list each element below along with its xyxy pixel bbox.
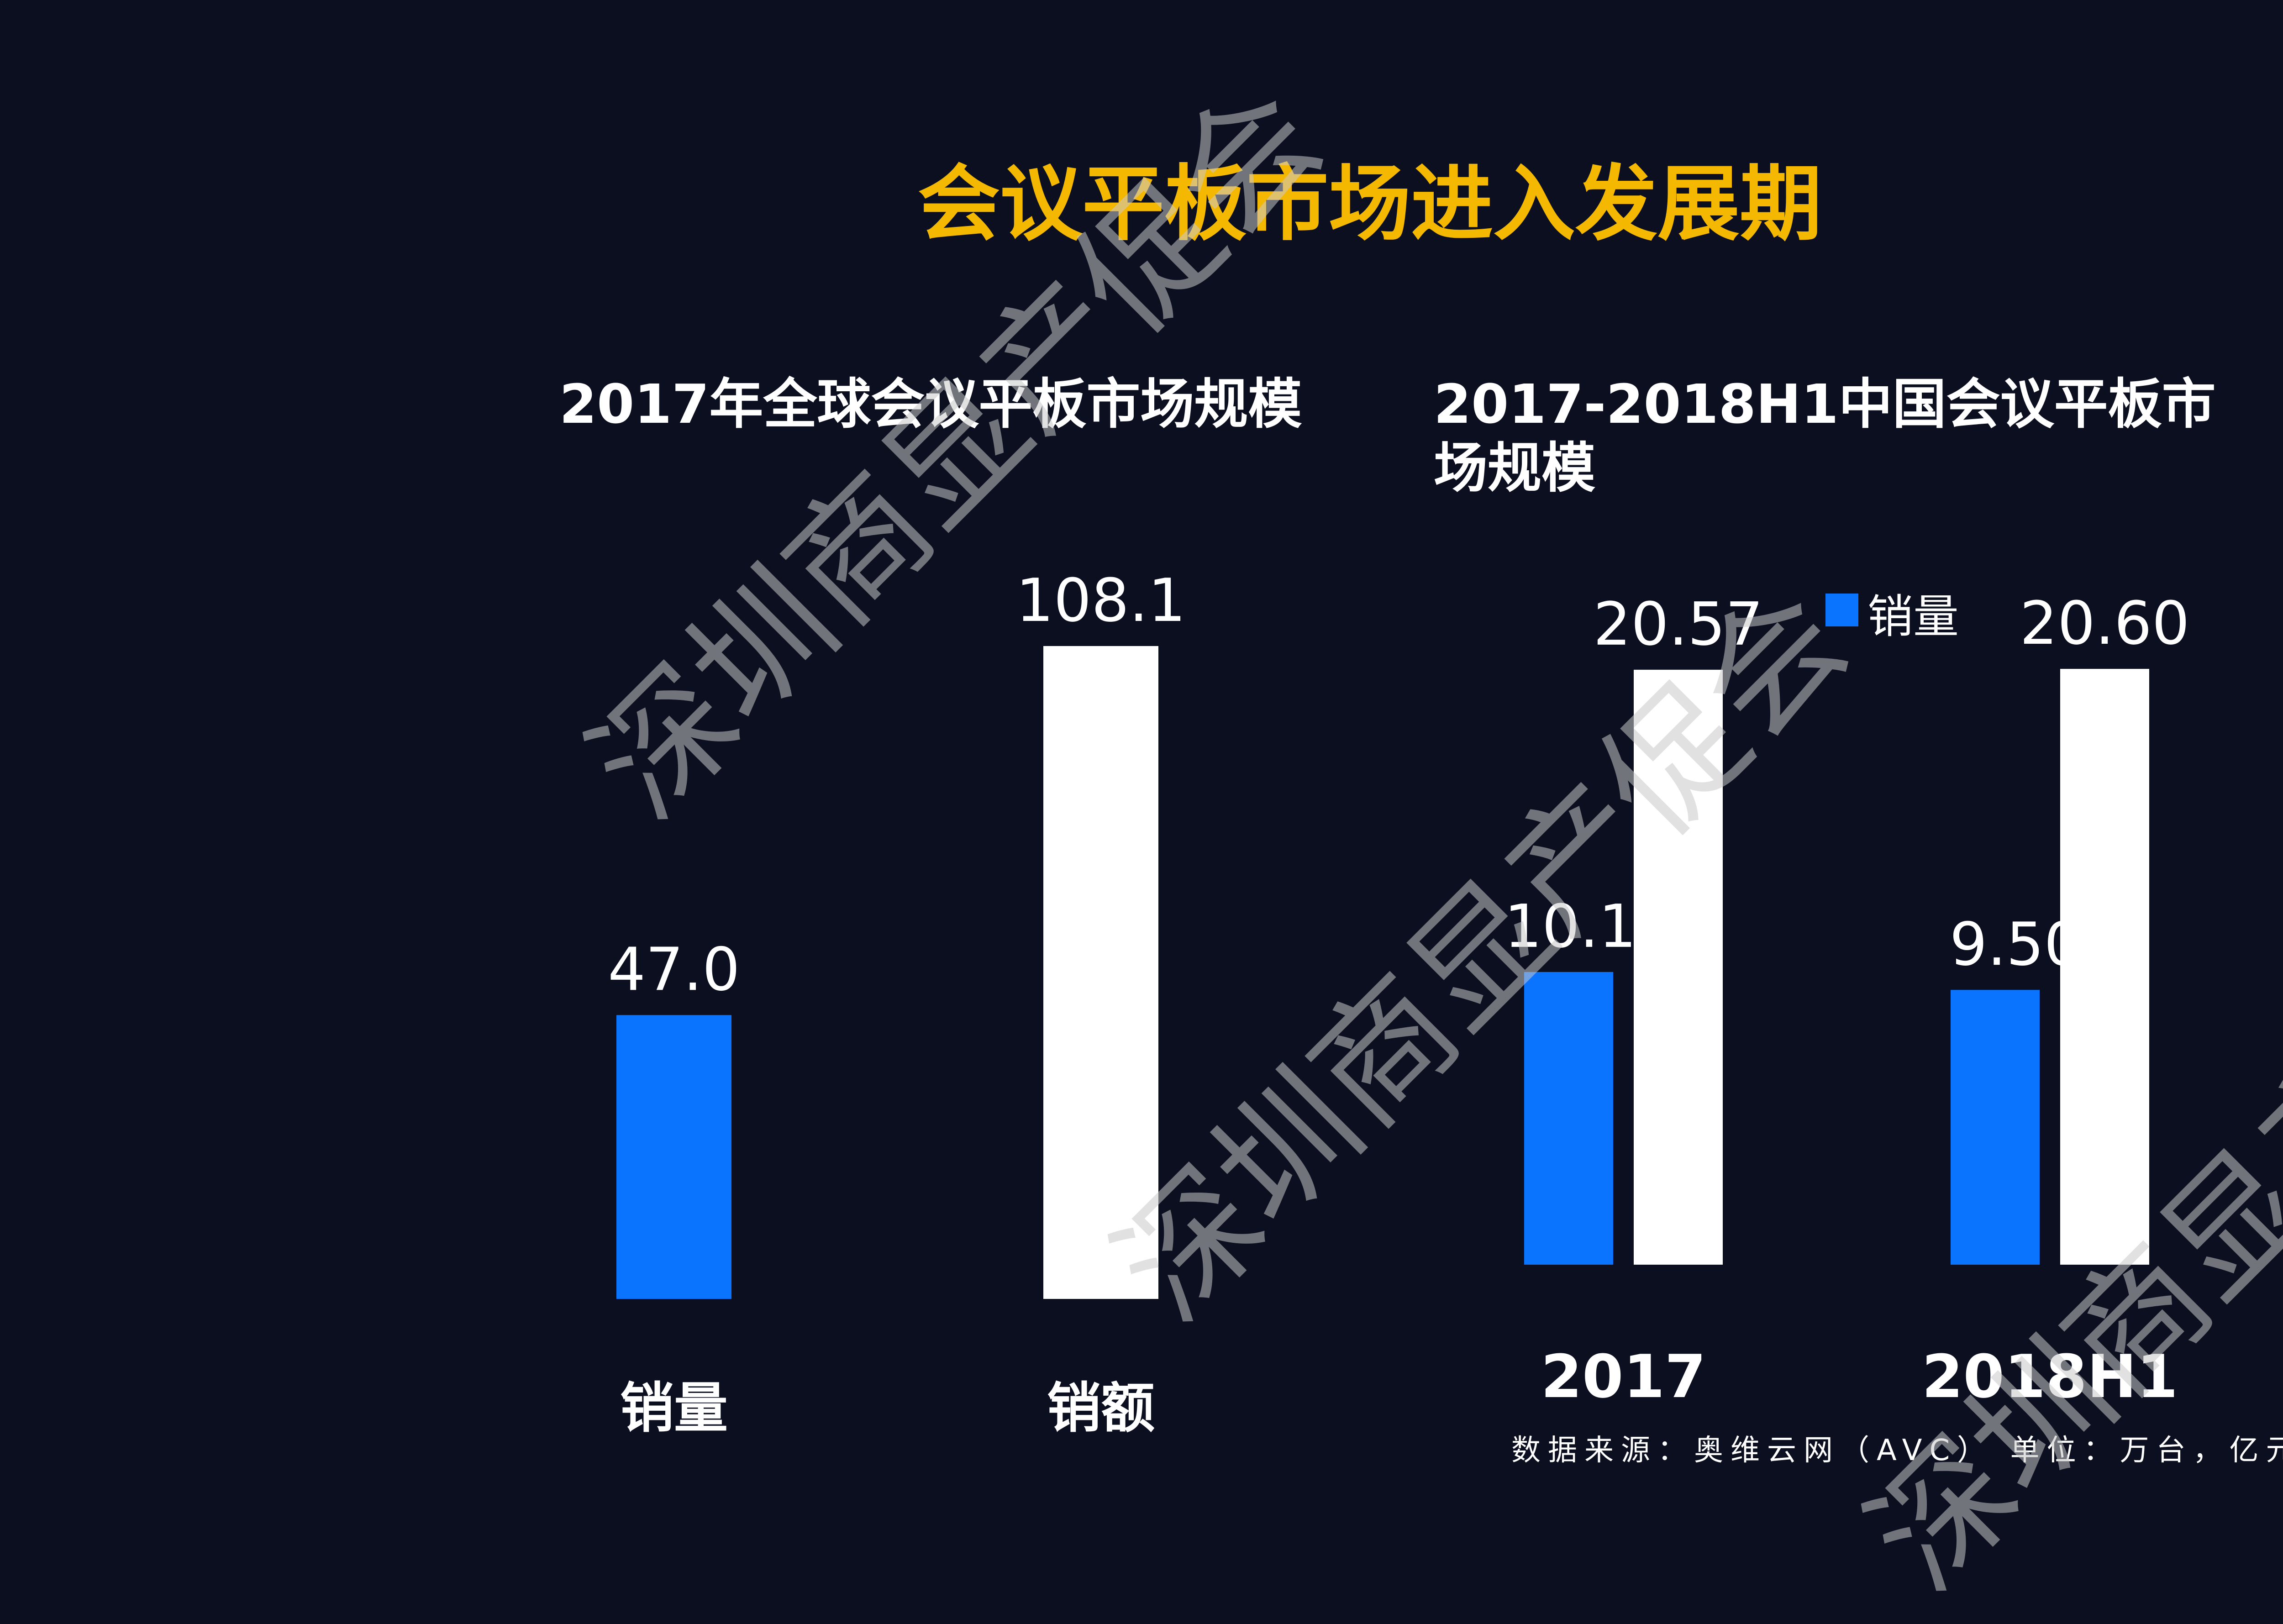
chart-left-title: 2017年全球会议平板市场规模 — [559, 373, 1302, 436]
data-label: 108.1 — [1016, 566, 1186, 635]
bar-sales-amount — [1043, 646, 1158, 1299]
category-label: 销量 — [620, 1377, 728, 1440]
bar-sales-volume — [1524, 972, 1613, 1265]
bar-sales-volume — [1951, 990, 2040, 1265]
page-title: 会议平板市场进入发展期 — [917, 157, 1822, 252]
data-label: 20.57 — [1593, 589, 1763, 659]
category-label: 2018H1 — [1922, 1342, 2178, 1411]
legend-swatch — [1825, 594, 1858, 626]
category-label: 2017 — [1541, 1342, 1706, 1411]
data-label: 47.0 — [608, 935, 740, 1004]
category-label: 销额 — [1047, 1377, 1155, 1440]
bar-sales-amount — [2060, 669, 2149, 1265]
data-label: 9.50 — [1950, 909, 2082, 979]
data-label: 20.60 — [2020, 589, 2189, 658]
bar-sales-amount — [1634, 669, 1723, 1265]
chart-right-title: 2017-2018H1中国会议平板市场规模 — [1434, 373, 2216, 499]
charts-canvas: 47.0销量108.1销额10.1220.5720179.5020.602018… — [608, 566, 2189, 1440]
bar-sales-volume — [616, 1015, 731, 1299]
source-note: 数据来源：奥维云网（AVC） 单位：万台，亿元 — [1511, 1434, 2283, 1467]
legend-label: 销量 — [1867, 590, 1959, 643]
